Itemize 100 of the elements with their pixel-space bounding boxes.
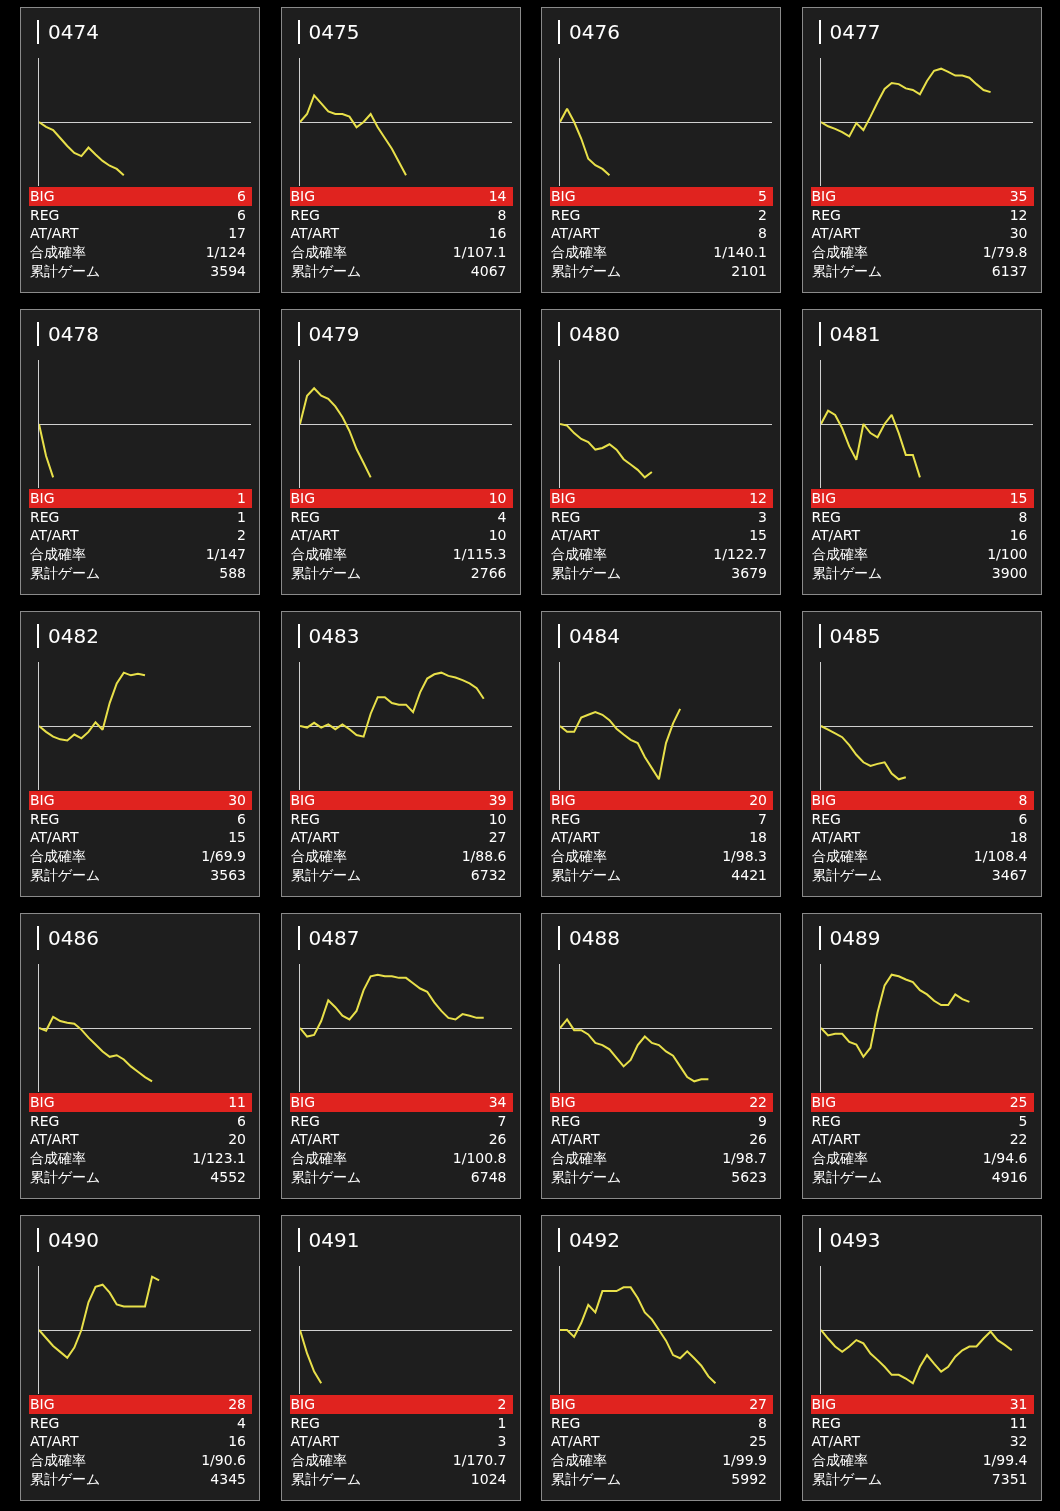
text: 累計ゲーム — [30, 261, 100, 281]
text: 22 — [1009, 1130, 1028, 1150]
chart-title: 0486 — [37, 926, 99, 950]
text: REG — [811, 1111, 841, 1131]
text: 6 — [237, 809, 246, 829]
text: 1/123.1 — [192, 1149, 246, 1168]
chart-title: 0484 — [558, 624, 620, 648]
text: 累計ゲーム — [811, 261, 882, 281]
text: BIG — [30, 1093, 55, 1112]
chart-title: 0481 — [818, 322, 881, 346]
text: REG — [30, 205, 60, 225]
text: AT/ART — [290, 1432, 340, 1452]
text: 2 — [237, 526, 246, 546]
text: 累計ゲーム — [290, 563, 361, 583]
text: 1024 — [470, 1469, 507, 1489]
text: 7 — [758, 809, 767, 829]
text: 累計ゲーム — [290, 1469, 361, 1489]
text: 6 — [237, 205, 246, 225]
text: BIG — [290, 489, 316, 508]
text: 3 — [758, 507, 767, 527]
text: 8 — [1018, 507, 1028, 527]
text: 1 — [237, 507, 246, 527]
text: 1/99.9 — [722, 1451, 767, 1470]
text: 1/88.6 — [461, 847, 507, 866]
chart-title: 0491 — [297, 1228, 360, 1252]
text: 累計ゲーム — [551, 1167, 621, 1187]
text: REG — [290, 1413, 320, 1433]
text: 4 — [237, 1413, 246, 1433]
chart-title: 0476 — [558, 20, 620, 44]
text: 累計ゲーム — [551, 261, 621, 281]
text: 合成確率 — [290, 847, 347, 866]
text: AT/ART — [290, 1130, 340, 1150]
text: 4552 — [210, 1167, 246, 1187]
text: AT/ART — [811, 1432, 861, 1452]
text: 6 — [237, 1111, 246, 1131]
text: 22 — [749, 1093, 767, 1112]
text: 6748 — [470, 1167, 507, 1187]
text: 28 — [228, 1395, 246, 1414]
text: 累計ゲーム — [30, 1469, 100, 1489]
text: 合成確率 — [290, 545, 347, 564]
text: REG — [811, 507, 841, 527]
text: 1/147 — [205, 545, 246, 564]
chart-title: 0474 — [37, 20, 99, 44]
text: 16 — [228, 1432, 246, 1452]
text: AT/ART — [811, 224, 861, 244]
text: REG — [811, 1413, 841, 1433]
text: 1/79.8 — [982, 243, 1028, 262]
chart-title: 0477 — [818, 20, 881, 44]
text: 588 — [219, 563, 246, 583]
text: 10 — [488, 809, 507, 829]
text: 合成確率 — [811, 545, 868, 564]
text: 2766 — [470, 563, 507, 583]
text: 合成確率 — [30, 243, 86, 262]
chart-title: 0475 — [297, 20, 360, 44]
text: 14 — [488, 187, 507, 206]
text: BIG — [30, 489, 55, 508]
text: 合成確率 — [30, 847, 86, 866]
text: REG — [30, 1111, 60, 1131]
text: AT/ART — [30, 224, 79, 244]
text: AT/ART — [551, 828, 600, 848]
text: 1/99.4 — [982, 1451, 1028, 1470]
text: BIG — [30, 187, 55, 206]
text: 4 — [497, 507, 507, 527]
text: 2101 — [731, 261, 767, 281]
text: REG — [290, 1111, 320, 1131]
text: 累計ゲーム — [811, 1469, 882, 1489]
text: 30 — [228, 791, 246, 810]
text: 9 — [758, 1111, 767, 1131]
text: 4345 — [210, 1469, 246, 1489]
text: 5992 — [731, 1469, 767, 1489]
text: AT/ART — [30, 1432, 79, 1452]
text: BIG — [811, 791, 837, 810]
text: 合成確率 — [811, 1149, 868, 1168]
text: 4916 — [991, 1167, 1028, 1187]
text: 合成確率 — [551, 545, 607, 564]
text: BIG — [811, 187, 837, 206]
text: 1/98.3 — [722, 847, 767, 866]
chart-title: 0478 — [37, 322, 99, 346]
text: 7 — [497, 1111, 507, 1131]
text: BIG — [811, 1395, 837, 1414]
text: 1/100.8 — [452, 1149, 507, 1168]
text: 合成確率 — [551, 1451, 607, 1470]
text: AT/ART — [290, 526, 340, 546]
text: REG — [811, 205, 841, 225]
text: 累計ゲーム — [290, 1167, 361, 1187]
chart-title: 0489 — [818, 926, 881, 950]
text: 8 — [758, 224, 767, 244]
text: 10 — [488, 489, 507, 508]
text: 3594 — [210, 261, 246, 281]
text: AT/ART — [290, 828, 340, 848]
text: REG — [290, 809, 320, 829]
text: 1/90.6 — [201, 1451, 246, 1470]
text: 31 — [1009, 1395, 1028, 1414]
chart-title: 0482 — [37, 624, 99, 648]
text: 3679 — [731, 563, 767, 583]
text: AT/ART — [551, 224, 600, 244]
text: 1/122.7 — [713, 545, 767, 564]
text: 26 — [488, 1130, 507, 1150]
text: 12 — [1009, 205, 1028, 225]
text: BIG — [811, 489, 837, 508]
